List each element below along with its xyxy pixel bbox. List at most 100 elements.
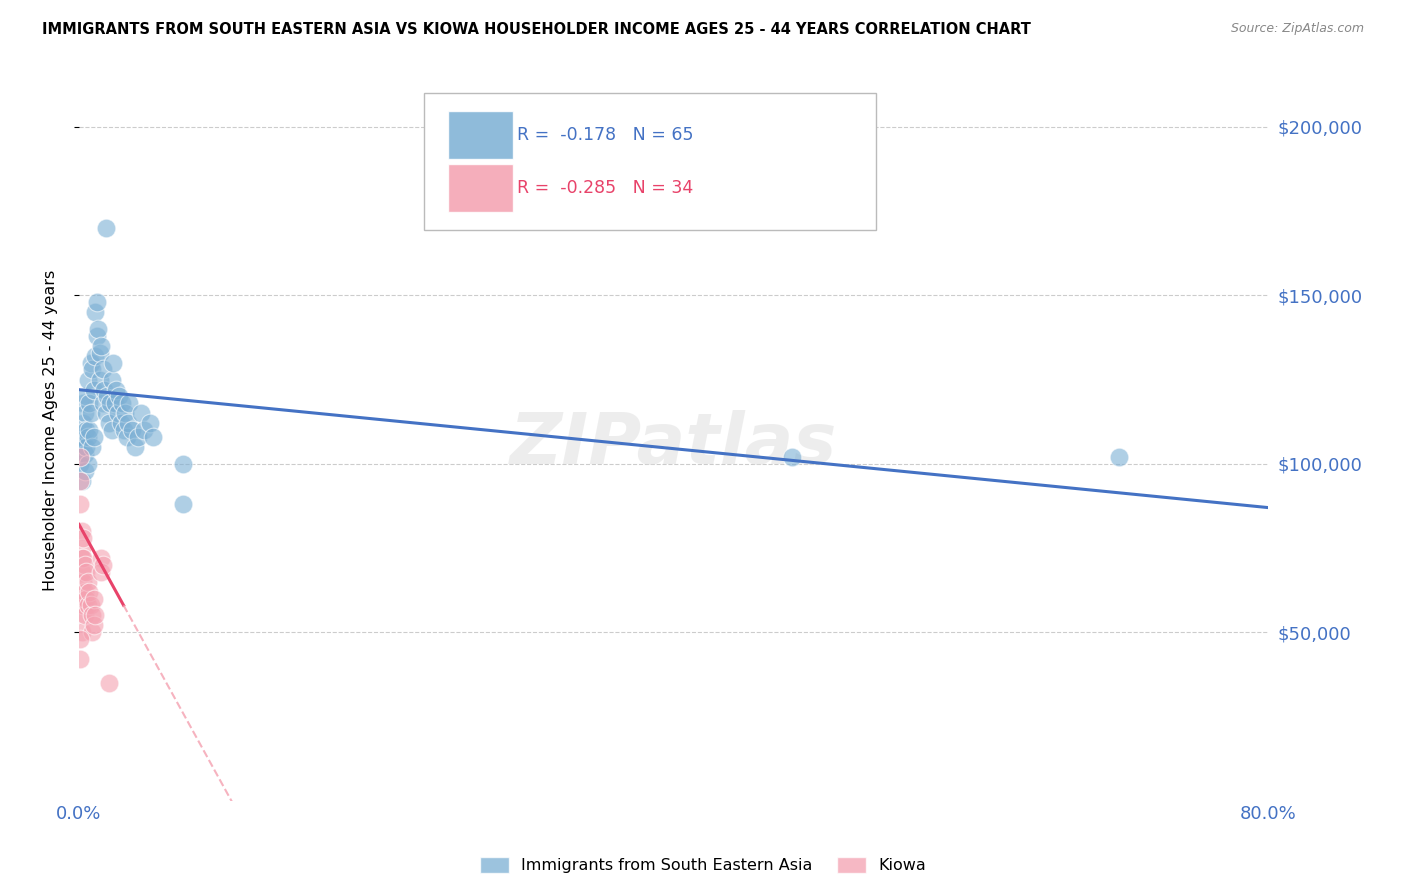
Point (70, 524, 93, 538)
Point (96, 389, 118, 403)
Point (69, 450, 91, 464)
FancyBboxPatch shape (447, 164, 513, 212)
Point (70, 474, 93, 488)
Point (69, 652, 91, 666)
Point (76, 574, 98, 589)
Text: ZIPatlas: ZIPatlas (510, 410, 837, 479)
Point (73, 608, 96, 623)
Text: IMMIGRANTS FROM SOUTH EASTERN ASIA VS KIOWA HOUSEHOLDER INCOME AGES 25 - 44 YEAR: IMMIGRANTS FROM SOUTH EASTERN ASIA VS KI… (42, 22, 1031, 37)
Point (79, 423, 101, 437)
Point (139, 417, 162, 431)
Point (89, 373, 111, 387)
Point (782, 450, 804, 464)
Point (70, 551, 93, 566)
Point (72, 417, 94, 431)
Point (69, 474, 91, 488)
Point (83, 618, 105, 632)
Point (72, 396, 94, 410)
Point (75, 423, 97, 437)
Point (142, 430, 165, 444)
Point (69, 632, 91, 646)
Point (97, 675, 120, 690)
Point (89, 345, 111, 359)
Point (172, 457, 194, 471)
Point (84, 349, 107, 363)
FancyBboxPatch shape (447, 111, 513, 159)
Point (110, 417, 132, 431)
Point (72, 591, 94, 606)
Point (82, 440, 104, 454)
Point (76, 373, 98, 387)
Point (83, 383, 105, 397)
Point (108, 389, 131, 403)
Point (76, 599, 98, 613)
Point (79, 396, 101, 410)
Point (121, 423, 143, 437)
Point (91, 396, 114, 410)
Point (90, 339, 112, 353)
Legend: Immigrants from South Eastern Asia, Kiowa: Immigrants from South Eastern Asia, Kiow… (474, 850, 932, 880)
Point (70, 625, 93, 640)
Point (84, 305, 107, 319)
Point (80, 599, 103, 613)
Point (90, 565, 112, 579)
Text: R =  -0.285   N = 34: R = -0.285 N = 34 (516, 179, 693, 197)
Point (72, 599, 94, 613)
Point (73, 463, 96, 477)
Point (75, 440, 97, 454)
Point (94, 406, 117, 420)
Y-axis label: Householder Income Ages 25 - 44 years: Householder Income Ages 25 - 44 years (44, 269, 58, 591)
Point (72, 574, 94, 589)
Point (73, 447, 96, 461)
Point (82, 608, 104, 623)
Point (98, 396, 121, 410)
Point (111, 396, 134, 410)
Point (104, 396, 127, 410)
Point (70, 608, 93, 623)
Point (127, 430, 149, 444)
Point (70, 430, 93, 444)
Text: R =  -0.178   N = 65: R = -0.178 N = 65 (516, 126, 693, 144)
Point (76, 430, 98, 444)
Point (72, 531, 94, 545)
Point (94, 221, 117, 235)
Point (117, 417, 139, 431)
Point (115, 430, 138, 444)
Point (100, 423, 122, 437)
Point (70, 541, 93, 555)
Point (69, 457, 91, 471)
Point (83, 430, 105, 444)
Point (80, 356, 103, 370)
Point (118, 396, 141, 410)
Point (73, 584, 96, 599)
Point (72, 551, 94, 566)
Point (124, 440, 146, 454)
Point (97, 417, 120, 431)
Point (80, 406, 103, 420)
Point (134, 423, 156, 437)
Point (91, 558, 114, 572)
Point (93, 383, 115, 397)
Point (69, 440, 91, 454)
Point (131, 406, 153, 420)
Point (72, 434, 94, 448)
Point (75, 591, 97, 606)
Point (172, 497, 194, 511)
Point (90, 551, 112, 566)
Point (1108, 450, 1130, 464)
Text: Source: ZipAtlas.com: Source: ZipAtlas.com (1230, 22, 1364, 36)
Point (87, 322, 110, 336)
Point (82, 362, 104, 376)
Point (112, 423, 135, 437)
Point (82, 625, 104, 640)
Point (101, 356, 124, 370)
Point (73, 558, 96, 572)
Point (100, 373, 122, 387)
Point (79, 584, 101, 599)
Point (70, 565, 93, 579)
Point (107, 406, 129, 420)
Point (76, 457, 98, 471)
Point (86, 295, 108, 310)
Point (105, 383, 128, 397)
Point (91, 362, 114, 376)
